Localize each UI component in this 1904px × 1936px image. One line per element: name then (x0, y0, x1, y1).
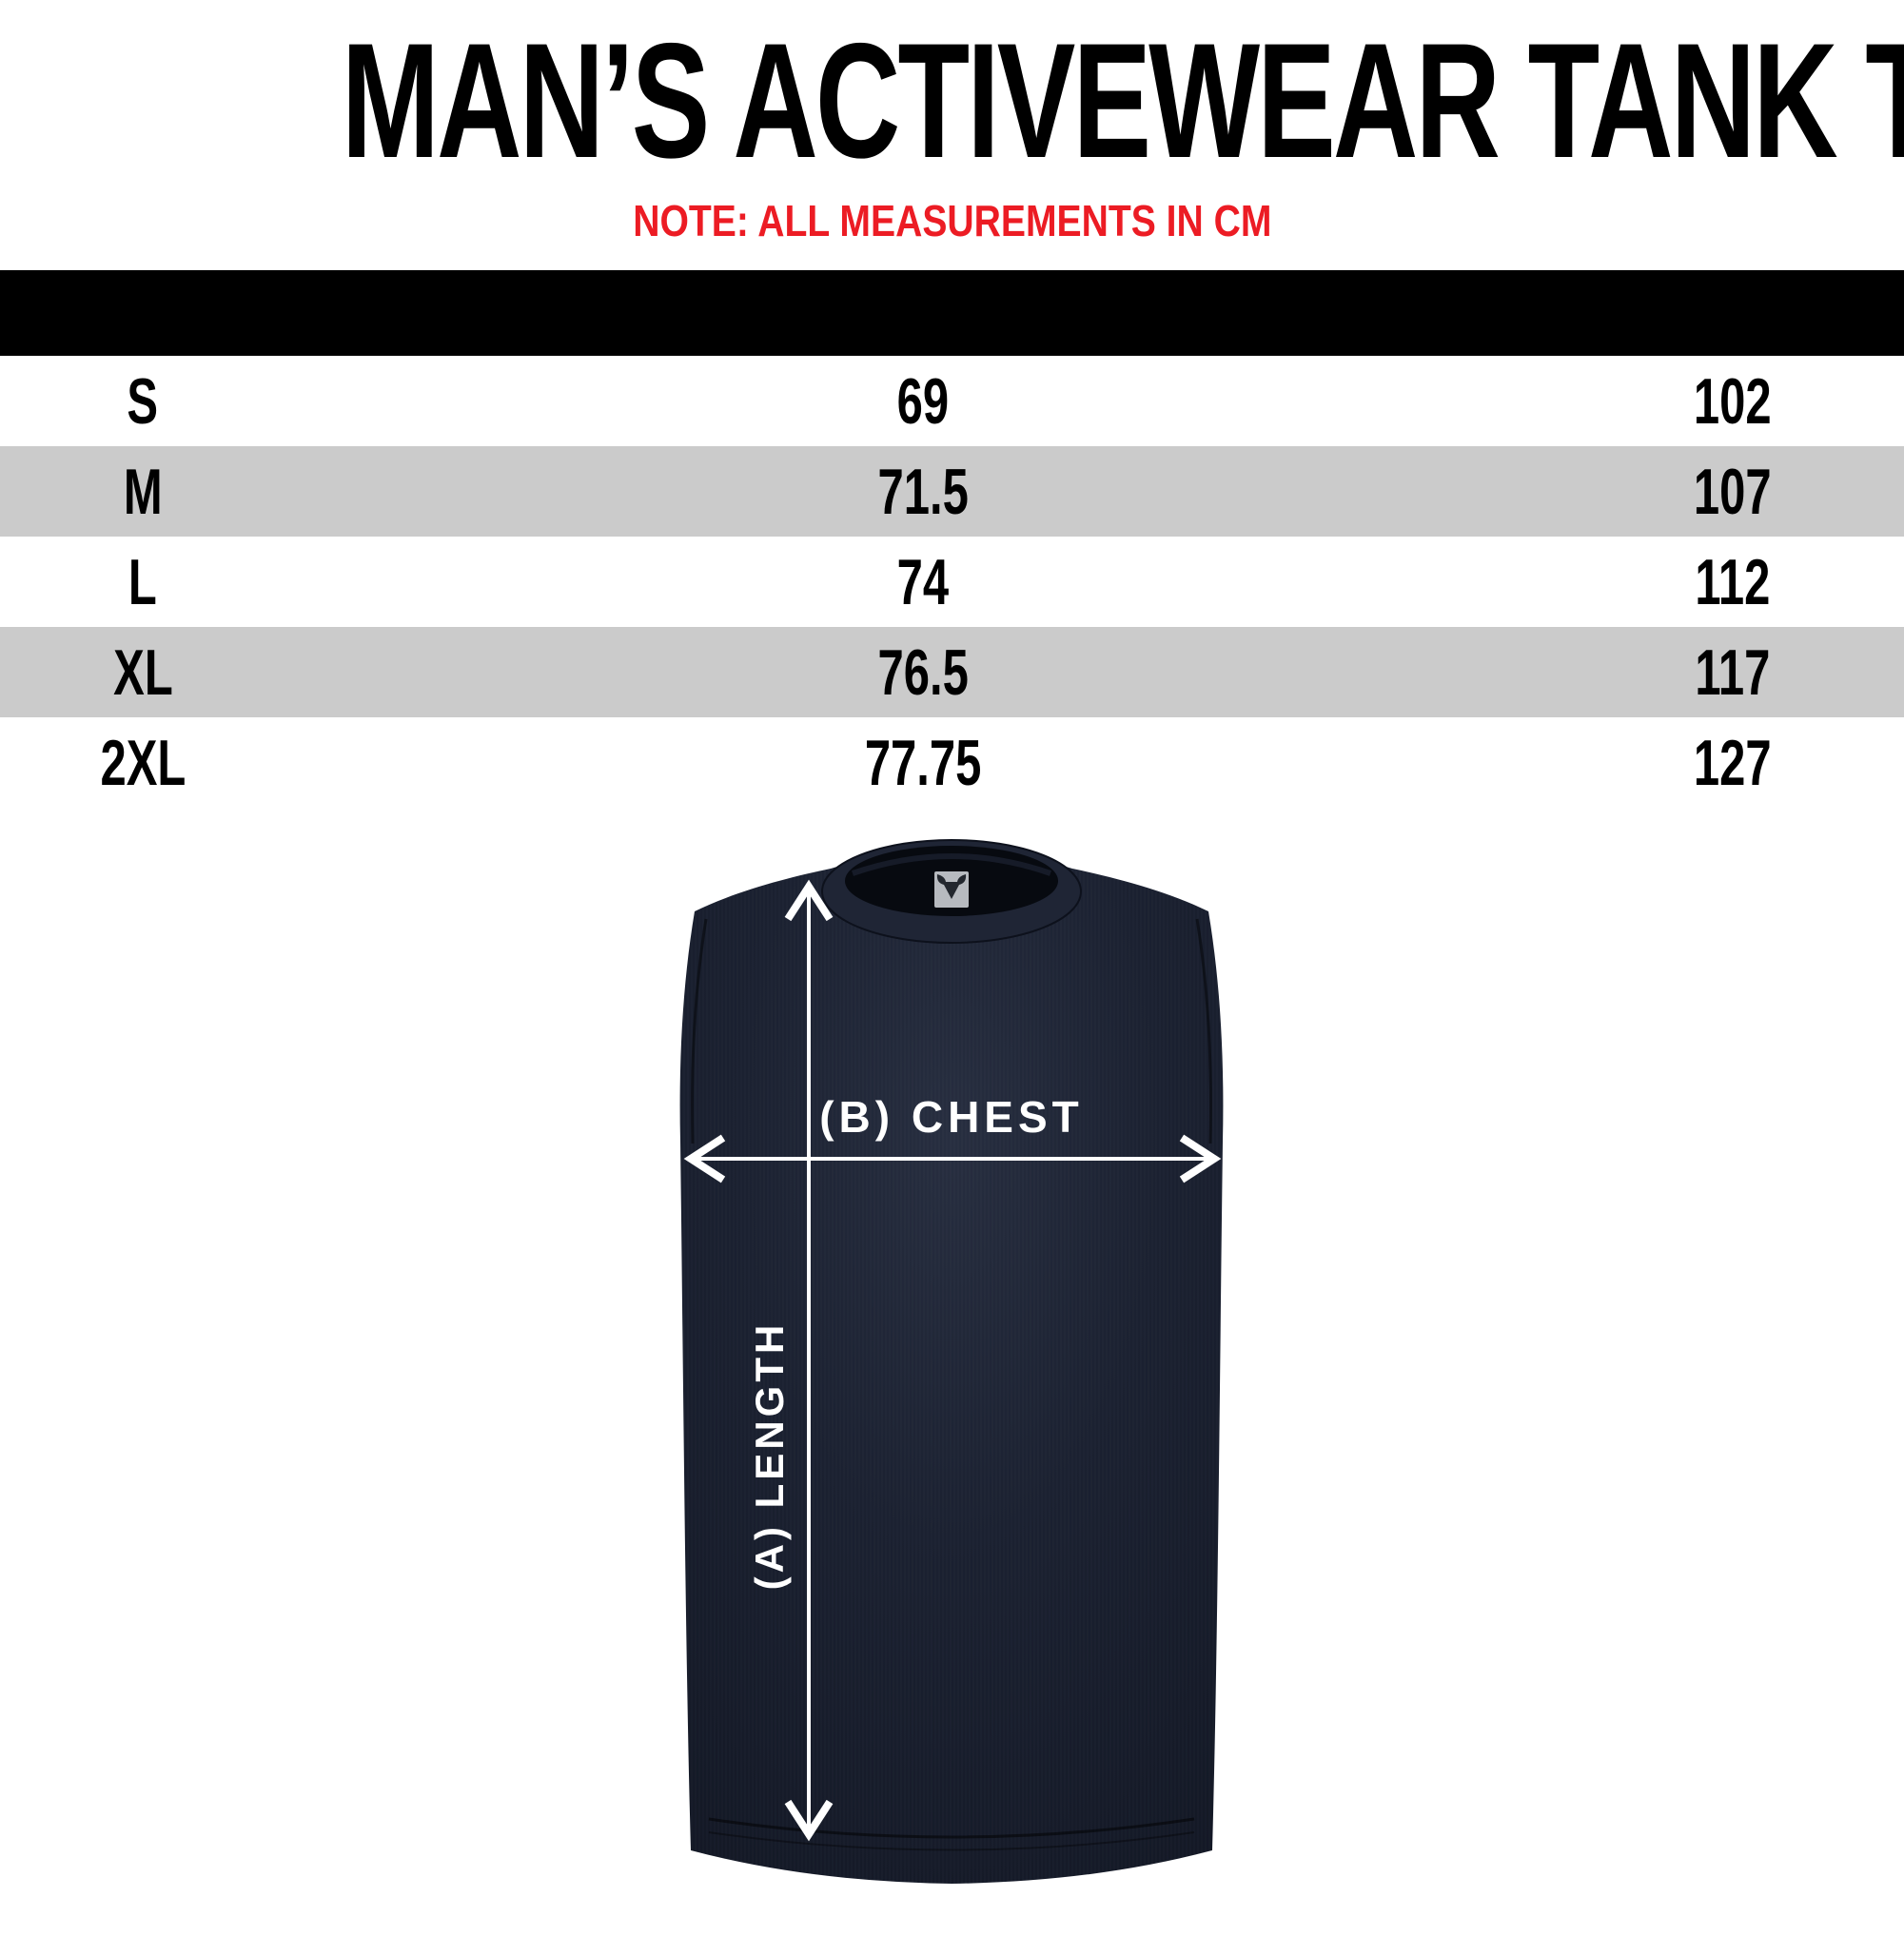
length-value: 76.5 (877, 636, 969, 709)
chest-value: 107 (1693, 455, 1772, 528)
hem-stitch (708, 1817, 1195, 1839)
size-value: 2XL (100, 726, 186, 799)
length-value: 74 (896, 545, 950, 618)
arrow-head-down (784, 1799, 834, 1842)
column-header-size: SIZE (90, 277, 195, 349)
chest-value: 102 (1693, 364, 1772, 438)
hem-stitch (708, 1831, 1195, 1851)
arrow-head-up (784, 879, 834, 922)
table-row: XL 76.5 117 (0, 627, 1904, 717)
chest-dimension-label: (B) CHEST (819, 1092, 1084, 1142)
measurement-note: NOTE: ALL MEASUREMENTS IN CM (0, 194, 1904, 247)
measurement-note-text: NOTE: ALL MEASUREMENTS IN CM (632, 196, 1272, 245)
length-value: 71.5 (877, 455, 969, 528)
chest-value: 117 (1694, 636, 1770, 709)
armhole-seam-right (1195, 918, 1212, 1144)
arrow-head-left (683, 1134, 726, 1183)
arrow-head-right (1179, 1134, 1222, 1183)
measurement-arrows (683, 879, 1222, 1842)
size-value: XL (112, 636, 173, 709)
size-chart-table: SIZE (A) LENGTH (B) CHEST S 69 102 M 71.… (0, 270, 1904, 808)
table-row: M 71.5 107 (0, 446, 1904, 537)
table-row: S 69 102 (0, 356, 1904, 446)
column-header-chest: (B) CHEST (1614, 277, 1851, 349)
measurement-diagram: (B) CHEST (A) LENGTH (657, 828, 1246, 1931)
page-title: MAN’S ACTIVEWEAR TANK TOP (0, 10, 1904, 192)
chest-value: 127 (1693, 726, 1772, 799)
tank-top-illustration: (B) CHEST (A) LENGTH (679, 839, 1224, 1884)
bull-head-icon (936, 874, 967, 899)
crew-neck-collar (821, 839, 1082, 944)
size-value: L (128, 545, 157, 618)
column-header-length: (A) LENGTH (788, 277, 1058, 349)
table-row: L 74 112 (0, 537, 1904, 627)
chest-value: 112 (1694, 545, 1770, 618)
length-dimension-label: (A) LENGTH (747, 1321, 792, 1591)
table-row: 2XL 77.75 127 (0, 717, 1904, 808)
table-header-row: SIZE (A) LENGTH (B) CHEST (0, 270, 1904, 356)
size-value: M (123, 455, 163, 528)
tank-top-body (679, 850, 1224, 1884)
page-title-text: MAN’S ACTIVEWEAR TANK TOP (341, 10, 1904, 192)
length-value: 77.75 (864, 726, 982, 799)
size-value: S (127, 364, 159, 438)
length-value: 69 (896, 364, 950, 438)
armhole-seam-left (691, 918, 708, 1144)
